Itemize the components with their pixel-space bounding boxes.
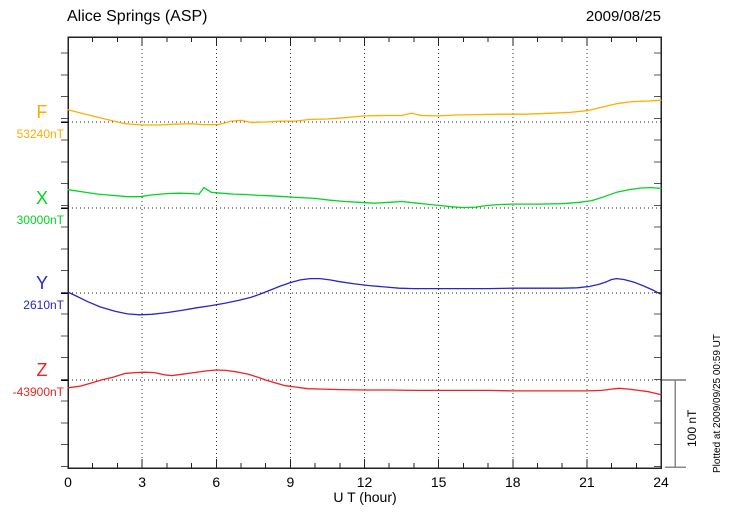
trace-F [67,99,662,126]
x-tick-label-0: 0 [64,474,72,490]
x-tick-label-3: 3 [138,474,147,490]
x-tick-label-18: 18 [504,474,521,490]
channel-label-X: X [35,188,48,208]
trace-X [67,186,662,209]
scale-bar-label: 100 nT [685,409,699,447]
date-label: 2009/08/25 [585,8,661,25]
x-tick-label-12: 12 [356,474,373,490]
channel-baseline-X: 30000nT [16,213,64,227]
x-tick-label-15: 15 [430,474,447,490]
channel-label-Z: Z [36,360,48,380]
trace-Y [67,277,662,316]
plotted-at-note: Plotted at 2009/09/25 00:59 UT [712,334,723,473]
channel-label-F: F [36,102,48,122]
channel-baseline-Y: 2610nT [23,298,64,312]
x-tick-label-9: 9 [286,474,295,490]
trace-Z [67,369,662,396]
x-tick-label-21: 21 [579,474,595,490]
channel-baseline-F: 53240nT [16,127,64,141]
channel-baseline-Z: -43900nT [12,385,64,399]
station-title: Alice Springs (ASP) [67,8,208,25]
channel-label-Y: Y [35,273,48,293]
x-tick-label-6: 6 [212,474,221,490]
x-axis-title: U T (hour) [333,489,397,505]
x-tick-label-24: 24 [653,474,669,490]
